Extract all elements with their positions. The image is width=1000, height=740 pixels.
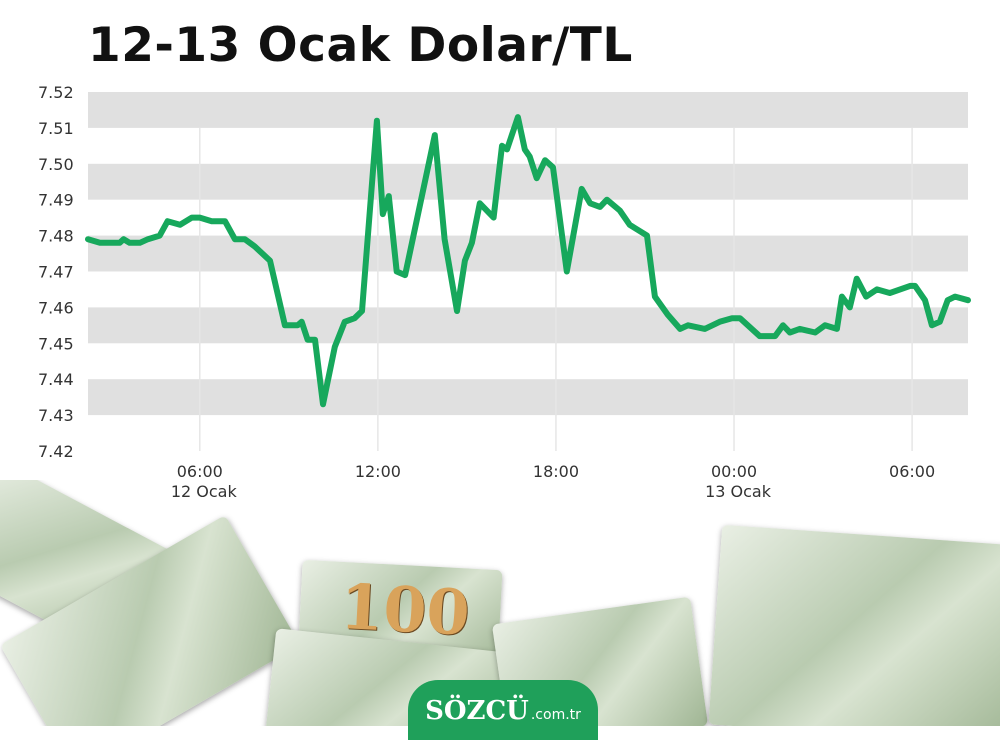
x-tick-label: 00:00 bbox=[711, 462, 757, 481]
y-tick-label: 7.52 bbox=[38, 83, 74, 102]
sozcu-logo[interactable]: SÖZCÜ .com.tr bbox=[408, 680, 598, 740]
x-tick-label: 06:00 bbox=[889, 462, 935, 481]
logo-domain: .com.tr bbox=[531, 707, 581, 723]
y-axis: 7.52 7.51 7.50 7.49 7.48 7.47 7.46 7.45 7.44 7.43… bbox=[38, 83, 74, 461]
logo-text: SÖZCÜ bbox=[425, 696, 529, 726]
y-tick-label: 7.45 bbox=[38, 334, 74, 353]
y-tick-label: 7.50 bbox=[38, 155, 74, 174]
y-tick-label: 7.47 bbox=[38, 263, 74, 282]
grid-band bbox=[88, 236, 968, 272]
y-tick-label: 7.46 bbox=[38, 298, 74, 317]
dollar-bill bbox=[708, 525, 1000, 726]
y-tick-label: 7.42 bbox=[38, 442, 74, 461]
line-chart: 7.52 7.51 7.50 7.49 7.48 7.47 7.46 7.45 7.44 7.43… bbox=[0, 0, 1000, 500]
grid-band bbox=[88, 164, 968, 200]
y-tick-label: 7.44 bbox=[38, 370, 74, 389]
y-tick-label: 7.48 bbox=[38, 227, 74, 246]
x-tick-label: 12:00 bbox=[355, 462, 401, 481]
y-tick-label: 7.43 bbox=[38, 406, 74, 425]
grid-bands bbox=[88, 92, 968, 415]
grid-band bbox=[88, 92, 968, 128]
grid-band bbox=[88, 379, 968, 415]
x-tick-label: 06:00 bbox=[177, 462, 223, 481]
x-tick-label: 18:00 bbox=[533, 462, 579, 481]
y-tick-label: 7.51 bbox=[38, 119, 74, 138]
y-tick-label: 7.49 bbox=[38, 191, 74, 210]
